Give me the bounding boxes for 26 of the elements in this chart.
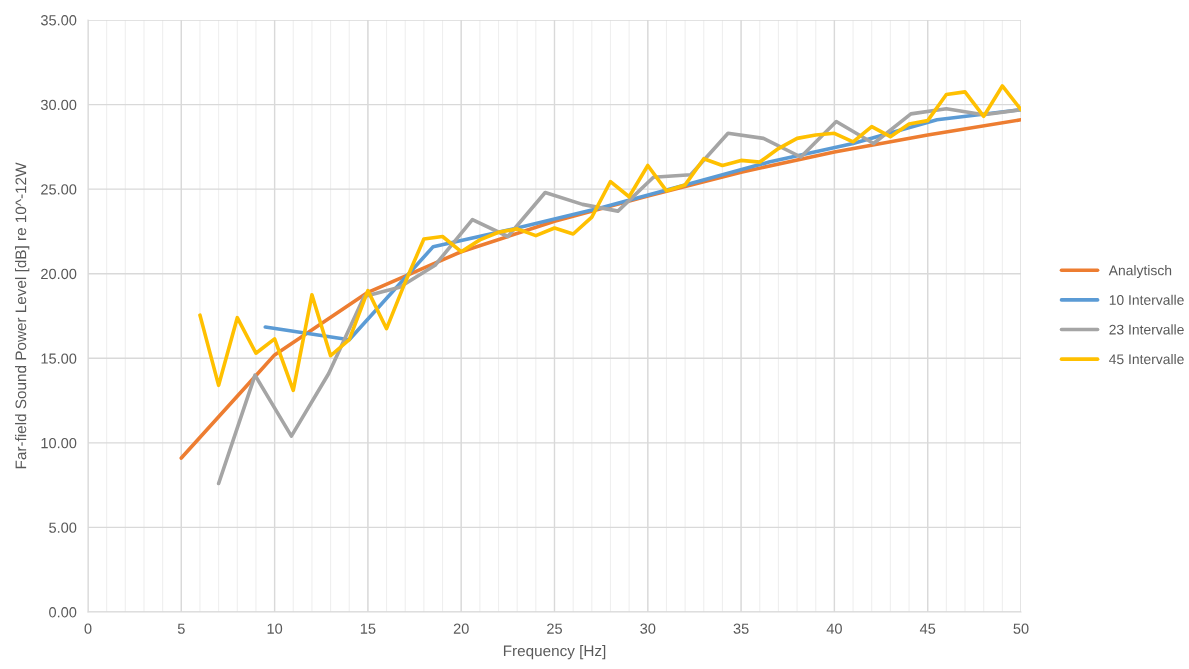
- x-tick-label: 20: [453, 623, 469, 634]
- x-tick-label: 0: [84, 623, 92, 634]
- legend-label: 23 Intervalle: [1109, 324, 1184, 335]
- legend-label: 45 Intervalle: [1109, 353, 1184, 365]
- x-tick-label: 15: [360, 623, 376, 634]
- legend-label: Analytisch: [1108, 265, 1172, 279]
- x-tick-label: 5: [177, 623, 185, 634]
- y-tick-label: 30.00: [40, 99, 77, 110]
- y-tick-label: 35.00: [40, 15, 77, 26]
- x-tick-label: 35: [733, 623, 749, 634]
- legend-label: 10 Intervalle: [1109, 294, 1184, 305]
- x-tick-label: 10: [267, 623, 283, 634]
- line-series: [198, 84, 1021, 393]
- y-tick-label: 20.00: [41, 268, 77, 280]
- y-tick-label: 10.00: [41, 437, 77, 449]
- y-tick-label: 25.00: [41, 184, 77, 195]
- y-tick-label: 0.00: [49, 607, 77, 618]
- x-axis-title: Frequency [Hz]: [503, 645, 606, 660]
- x-tick-label: 25: [547, 623, 562, 634]
- y-tick-label: 5.00: [49, 522, 77, 533]
- y-axis-title: Far-field Sound Power Level [dB] re 10^-12W: [15, 162, 30, 469]
- x-tick-label: 50: [1013, 623, 1029, 634]
- x-tick-label: 30: [640, 623, 656, 634]
- x-tick-label: 45: [919, 623, 936, 634]
- x-tick-label: 40: [826, 623, 842, 634]
- y-tick-label: 15.00: [41, 353, 77, 364]
